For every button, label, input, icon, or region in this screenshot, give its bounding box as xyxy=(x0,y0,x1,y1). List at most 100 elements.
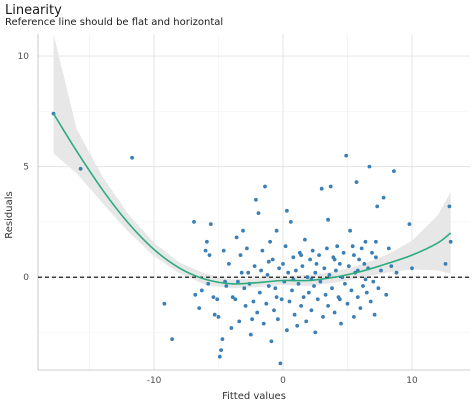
data-point xyxy=(237,319,242,324)
data-point xyxy=(328,184,333,189)
data-point xyxy=(277,266,281,271)
data-point xyxy=(274,228,279,233)
data-point xyxy=(345,301,350,306)
data-point xyxy=(256,211,261,216)
confidence-band-area xyxy=(53,34,451,289)
data-point xyxy=(296,281,301,286)
data-point xyxy=(208,222,213,227)
data-point xyxy=(313,330,318,335)
data-point xyxy=(246,270,251,275)
data-point xyxy=(206,281,211,286)
data-point xyxy=(238,253,243,257)
data-point xyxy=(230,295,235,299)
data-point xyxy=(394,270,399,275)
y-tick-label: 0 xyxy=(23,273,29,283)
data-point xyxy=(294,268,298,273)
data-point xyxy=(216,315,221,319)
data-point xyxy=(309,308,314,313)
data-point xyxy=(312,284,316,288)
data-point xyxy=(374,255,378,260)
data-point xyxy=(308,257,312,262)
data-point xyxy=(266,284,271,288)
data-point xyxy=(221,248,226,253)
data-point xyxy=(220,337,225,341)
data-point xyxy=(78,166,83,171)
data-point xyxy=(248,332,253,337)
data-point xyxy=(303,237,307,242)
data-point xyxy=(207,253,212,257)
data-point xyxy=(269,339,274,344)
data-point xyxy=(379,268,383,273)
x-axis-label: Fitted values xyxy=(222,391,286,402)
data-point xyxy=(283,244,288,249)
data-point xyxy=(211,295,216,299)
data-point xyxy=(290,288,294,293)
x-tick-label: 0 xyxy=(280,376,286,386)
data-point xyxy=(371,279,376,284)
y-axis-label: Residuals xyxy=(4,191,15,238)
data-point xyxy=(130,155,135,160)
data-point xyxy=(193,292,198,297)
data-point xyxy=(254,197,258,202)
data-point xyxy=(227,262,231,266)
data-point xyxy=(317,253,321,257)
data-point xyxy=(286,270,291,275)
data-point xyxy=(212,312,217,317)
data-point xyxy=(217,354,222,359)
data-point xyxy=(250,317,255,322)
data-point xyxy=(162,301,167,306)
smooth-line xyxy=(52,113,452,285)
data-point xyxy=(219,348,224,352)
chart-subtitle: Reference line should be flat and horizo… xyxy=(5,17,223,28)
data-point xyxy=(322,266,327,271)
chart-title: Linearity xyxy=(5,3,62,18)
data-point xyxy=(370,250,374,255)
data-point xyxy=(279,297,284,302)
data-point xyxy=(270,257,275,262)
data-point xyxy=(315,297,320,302)
axis-ticks: -10 0 10 0 5 10 xyxy=(18,52,418,386)
data-point xyxy=(314,262,319,266)
data-point xyxy=(273,286,278,291)
data-point xyxy=(292,312,297,317)
x-tick-label: 10 xyxy=(406,376,418,386)
data-point xyxy=(268,239,272,244)
data-point xyxy=(239,270,244,275)
data-point xyxy=(288,220,293,224)
data-point xyxy=(389,264,394,268)
data-point xyxy=(245,246,249,251)
data-point xyxy=(374,239,378,244)
data-point xyxy=(261,321,266,326)
data-point xyxy=(343,281,347,286)
data-point xyxy=(368,299,373,304)
data-point xyxy=(346,264,351,268)
data-point xyxy=(259,268,263,273)
data-point xyxy=(318,279,323,284)
data-point xyxy=(234,235,239,240)
data-point xyxy=(301,295,306,299)
data-point xyxy=(357,257,361,262)
data-point xyxy=(375,204,380,209)
data-point xyxy=(335,244,340,249)
data-point xyxy=(229,326,234,330)
data-point xyxy=(266,259,271,264)
data-point xyxy=(299,304,303,308)
data-point xyxy=(291,255,296,260)
data-point xyxy=(260,248,265,253)
data-point xyxy=(285,328,289,333)
data-point xyxy=(364,290,369,295)
data-point xyxy=(170,337,175,341)
data-point xyxy=(327,273,332,277)
data-point xyxy=(410,266,414,271)
data-point xyxy=(251,299,256,304)
data-point xyxy=(361,284,365,288)
data-point xyxy=(272,308,276,313)
data-point xyxy=(215,297,220,302)
data-point xyxy=(350,244,355,249)
data-point xyxy=(313,270,318,275)
data-point xyxy=(295,323,300,328)
data-point xyxy=(337,297,342,302)
data-point xyxy=(257,290,262,295)
data-point xyxy=(243,304,248,308)
